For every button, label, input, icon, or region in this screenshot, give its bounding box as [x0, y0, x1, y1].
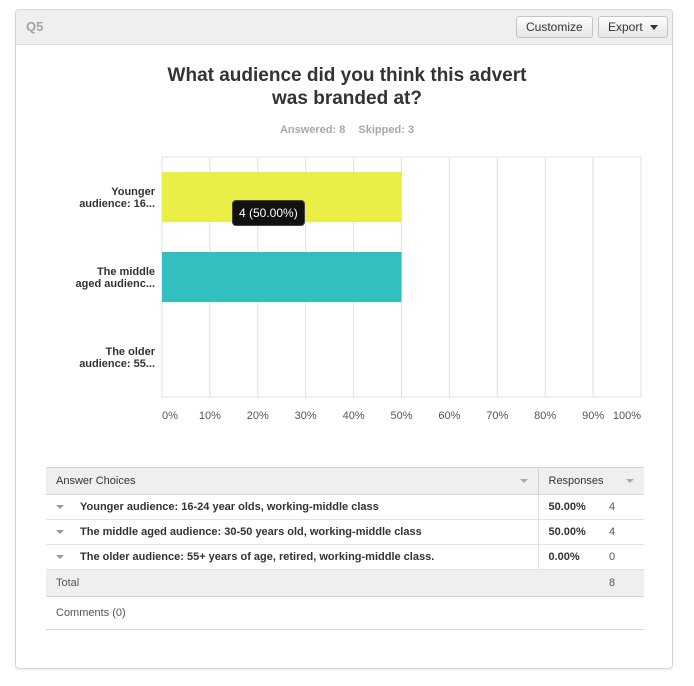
question-number: Q5	[26, 19, 44, 34]
bar-tooltip: 4 (50.00%)	[232, 200, 305, 226]
total-label: Total	[46, 569, 608, 597]
x-tick-label: 100%	[613, 410, 641, 422]
x-tick-label: 50%	[390, 410, 412, 422]
table-row: Younger audience: 16-24 year olds, worki…	[46, 494, 644, 520]
total-row: Total 8	[46, 569, 644, 597]
chart-title: What audience did you think this advert …	[0, 64, 694, 110]
answers-table: Answer Choices Responses Younger audienc…	[46, 467, 644, 630]
answer-choice: The older audience: 55+ years of age, re…	[46, 544, 538, 570]
response-percent: 0.00%	[537, 544, 608, 570]
chevron-down-icon	[649, 25, 658, 31]
table-row: The older audience: 55+ years of age, re…	[46, 544, 644, 570]
x-tick-label: 80%	[534, 410, 556, 422]
x-tick-label: 30%	[295, 410, 317, 422]
x-tick-label: 70%	[486, 410, 508, 422]
y-category-label: aged audienc...	[76, 278, 155, 290]
y-category-label: The middle	[97, 266, 155, 278]
answered-count: Answered: 8	[279, 124, 346, 136]
y-category-label: The older	[105, 346, 155, 358]
col-responses[interactable]: Responses	[537, 467, 644, 495]
y-category-label: audience: 16...	[79, 198, 155, 210]
x-tick-label: 40%	[343, 410, 365, 422]
bar	[162, 252, 402, 302]
customize-button[interactable]: Customize	[516, 16, 593, 38]
chart-title-line1: What audience did you think this advert	[167, 65, 527, 86]
response-stats: Answered: 8 Skipped: 3	[0, 124, 694, 136]
sort-icon	[626, 479, 634, 483]
response-count: 4	[608, 494, 644, 520]
panel-header: Q5 Customize Export	[16, 10, 672, 45]
x-tick-label: 60%	[438, 410, 460, 422]
customize-label: Customize	[526, 20, 583, 34]
table-header: Answer Choices Responses	[46, 467, 644, 495]
table-row: The middle aged audience: 30-50 years ol…	[46, 519, 644, 545]
expand-icon[interactable]	[56, 555, 64, 560]
expand-icon[interactable]	[56, 505, 64, 510]
response-percent: 50.00%	[537, 519, 608, 545]
comments-link[interactable]: Comments (0)	[46, 596, 644, 630]
x-tick-label: 20%	[247, 410, 269, 422]
export-label: Export	[608, 20, 643, 34]
response-percent: 50.00%	[537, 494, 608, 520]
response-count: 0	[608, 544, 644, 570]
y-category-label: Younger	[111, 186, 156, 198]
y-category-label: audience: 55...	[79, 358, 155, 370]
expand-icon[interactable]	[56, 530, 64, 535]
answer-choice: Younger audience: 16-24 year olds, worki…	[46, 494, 538, 520]
chart-title-line2: was branded at?	[272, 88, 422, 109]
answer-choice: The middle aged audience: 30-50 years ol…	[46, 519, 538, 545]
x-tick-label: 0%	[162, 410, 178, 422]
skipped-count: Skipped: 3	[358, 124, 415, 136]
response-count: 4	[608, 519, 644, 545]
x-tick-label: 10%	[199, 410, 221, 422]
col-answer-choices[interactable]: Answer Choices	[46, 467, 538, 495]
total-value: 8	[608, 569, 644, 597]
x-tick-label: 90%	[582, 410, 604, 422]
sort-icon	[519, 479, 528, 483]
bar-chart: 0% 10% 20% 30% 40% 50% 60% 70% 80% 90% 100% Younger…	[76, 156, 642, 422]
export-button[interactable]: Export	[598, 16, 668, 38]
comments-row: Comments (0)	[46, 596, 644, 630]
